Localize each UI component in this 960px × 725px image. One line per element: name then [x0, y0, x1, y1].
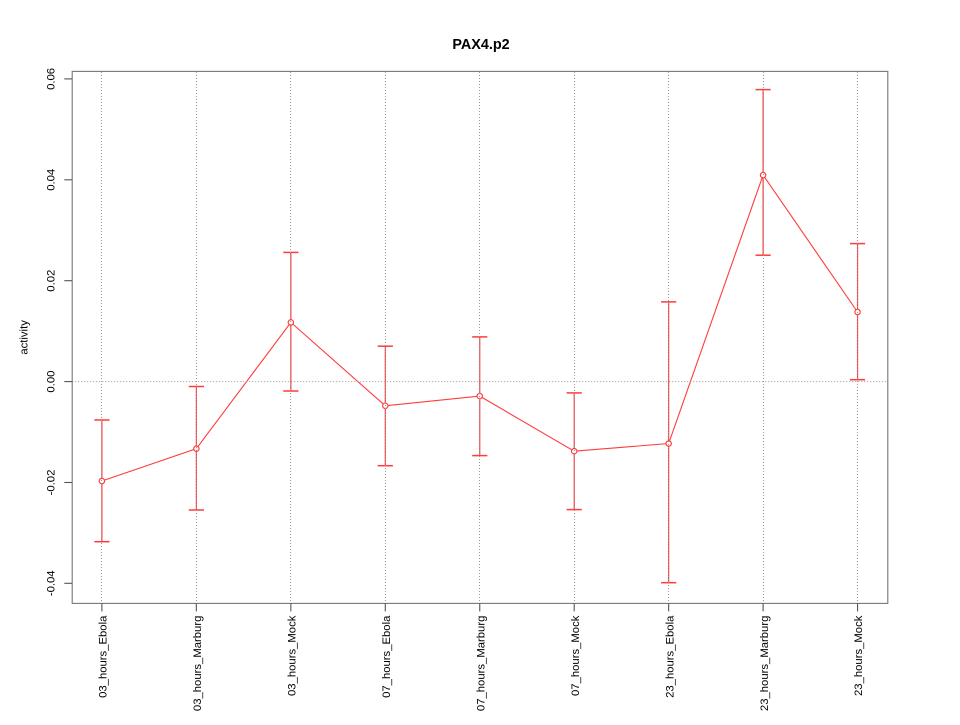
svg-text:23_hours_Marburg: 23_hours_Marburg	[759, 616, 771, 711]
svg-text:-0.02: -0.02	[45, 470, 57, 496]
svg-text:07_hours_Ebola: 07_hours_Ebola	[381, 615, 393, 698]
svg-text:0.04: 0.04	[45, 169, 57, 191]
svg-text:-0.04: -0.04	[45, 570, 57, 596]
svg-text:PAX4.p2: PAX4.p2	[452, 37, 509, 53]
svg-text:03_hours_Mock: 03_hours_Mock	[287, 615, 299, 696]
svg-text:activity: activity	[19, 320, 31, 355]
svg-text:03_hours_Marburg: 03_hours_Marburg	[192, 616, 204, 711]
svg-text:07_hours_Mock: 07_hours_Mock	[570, 615, 582, 696]
svg-text:23_hours_Ebola: 23_hours_Ebola	[664, 615, 676, 698]
svg-text:0.00: 0.00	[45, 371, 57, 393]
svg-text:07_hours_Marburg: 07_hours_Marburg	[475, 616, 487, 711]
svg-text:03_hours_Ebola: 03_hours_Ebola	[98, 615, 110, 698]
svg-text:0.02: 0.02	[45, 270, 57, 292]
svg-text:23_hours_Mock: 23_hours_Mock	[853, 615, 865, 696]
svg-text:0.06: 0.06	[45, 68, 57, 90]
